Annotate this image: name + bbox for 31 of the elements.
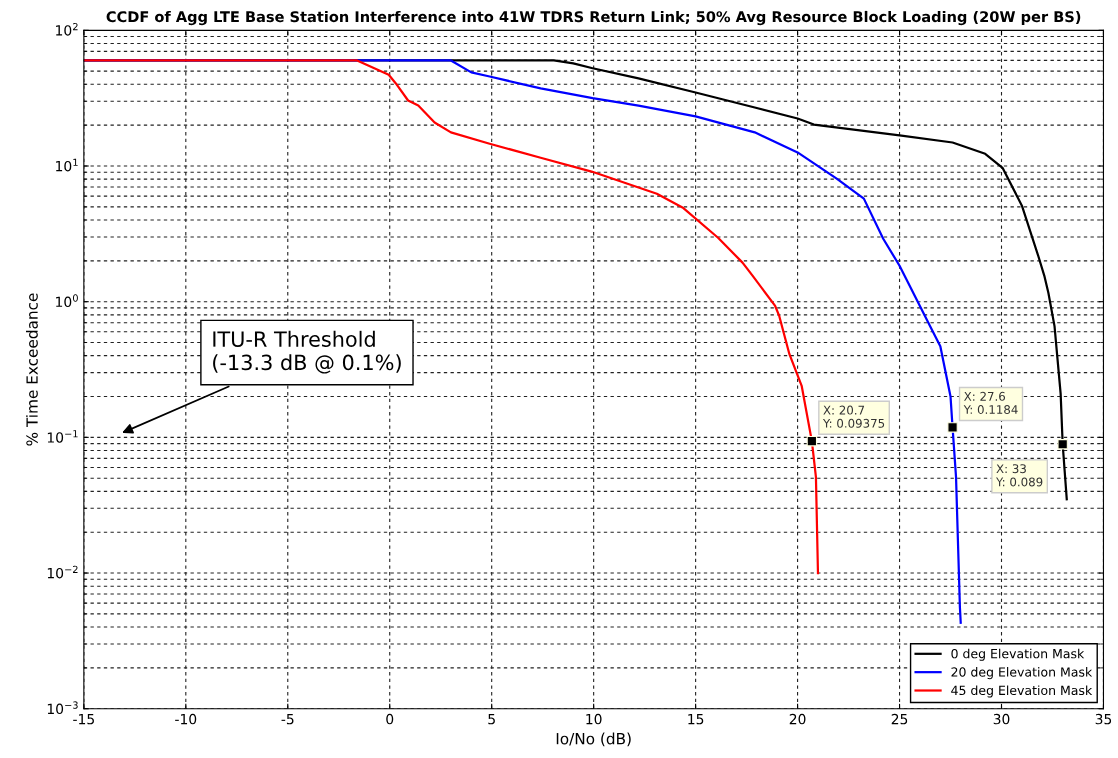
annotation: X: 20.7 Y: 0.09375 xyxy=(822,405,885,428)
x-axis-title: Io/No (dB) xyxy=(556,732,631,747)
x-tick-label: 15 xyxy=(688,714,704,725)
y-tick-label: 10$^{−3}$ xyxy=(47,701,78,715)
legend-label: 0 deg Elevation Mask xyxy=(951,648,1085,661)
y-tick-label: 10$^{−1}$ xyxy=(47,430,78,443)
y-tick-label: 10$^{2}$ xyxy=(56,22,78,36)
x-tick-label: -5 xyxy=(281,714,294,725)
y-axis-title: % Time Exceedance xyxy=(26,293,38,446)
x-tick-label: 10 xyxy=(586,713,602,725)
y-tick-label: 10$^{1}$ xyxy=(56,158,78,172)
x-tick-label: 0 xyxy=(386,713,394,725)
point xyxy=(1057,439,1068,450)
annotation: X: 33 Y: 0.089 xyxy=(995,464,1043,487)
chart-title: CCDF of Agg LTE Base Station Interference into 41W TDRS Return Link; 50% Avg Resource Block Loading (20W per BS) xyxy=(106,10,1081,26)
annotation: X: 27.6 Y: 0.1184 xyxy=(963,391,1018,415)
y-tick-label: 10$^{0}$ xyxy=(56,294,78,308)
point xyxy=(806,435,818,447)
y-tick-label: 10$^{−2}$ xyxy=(47,565,78,579)
x-tick-label: 5 xyxy=(488,714,495,725)
x-tick-label: -10 xyxy=(175,713,197,725)
point xyxy=(947,422,958,433)
x-tick-label: 30 xyxy=(993,713,1010,725)
legend-label: 45 deg Elevation Mask xyxy=(951,685,1093,698)
line-series xyxy=(83,59,820,575)
legend-label: 20 deg Elevation Mask xyxy=(951,667,1093,680)
annotation: ITU-R Threshold (-13.3 dB @ 0.1%) xyxy=(213,330,401,374)
x-tick-label: 20 xyxy=(789,713,806,725)
x-tick-label: 25 xyxy=(891,713,908,725)
x-tick-label: 35 xyxy=(1095,713,1112,725)
x-tick-label: -15 xyxy=(73,714,94,725)
